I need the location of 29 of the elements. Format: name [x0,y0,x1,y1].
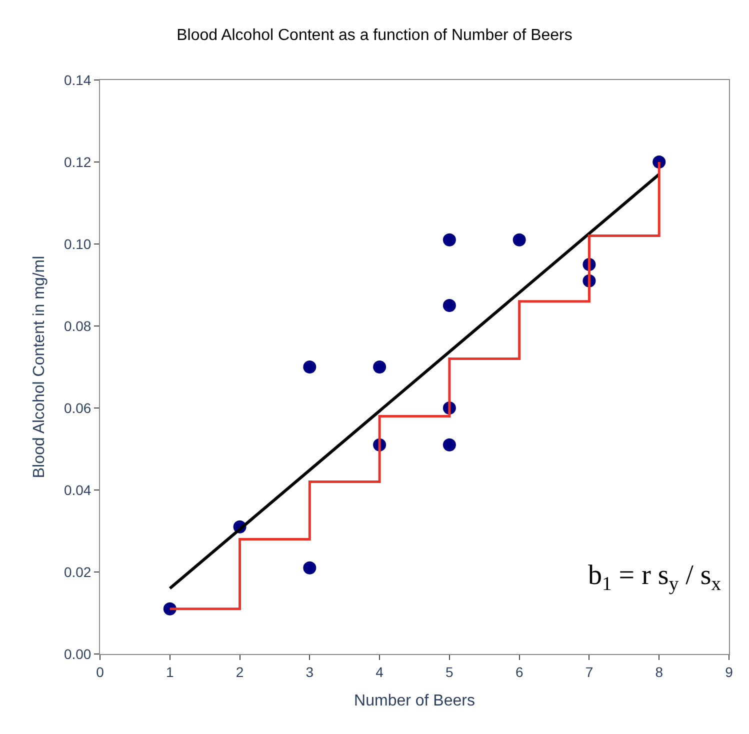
x-tick-label: 3 [306,664,314,680]
point [303,561,316,574]
y-tick-label: 0.12 [64,154,92,170]
x-tick-label: 0 [96,664,104,680]
y-tick-label: 0.08 [64,318,92,334]
point [303,360,316,374]
x-tick-label: 6 [515,664,524,680]
x-tick-label: 9 [725,664,734,680]
x-tick-label: 1 [166,664,174,680]
chart-title: Blood Alcohol Content as a function of Number of Beers [176,27,572,44]
point [442,438,456,452]
x-tick-label: 8 [655,664,664,680]
point [512,233,526,246]
x-tick-label: 4 [376,664,384,680]
x-tick-label: 5 [446,664,454,680]
y-tick-label: 0.06 [64,400,92,416]
point [442,299,456,312]
y-tick-label: 0.14 [64,72,92,88]
y-tick-label: 0.02 [64,564,92,580]
y-tick-label: 0.00 [64,646,92,662]
annotation: b$_{1}$ = r s$_{y}$ / s$_{x}$ [588,560,722,595]
x-tick-label: 7 [585,664,594,680]
point [442,233,456,246]
y-tick-label: 0.04 [64,482,92,498]
y-axis-title: Blood Alcohol Content in mg/ml [30,256,48,478]
point [373,360,386,374]
x-tick-label: 2 [236,664,244,680]
y-tick-label: 0.10 [64,236,92,252]
x-axis-title: Number of Beers [354,692,475,710]
